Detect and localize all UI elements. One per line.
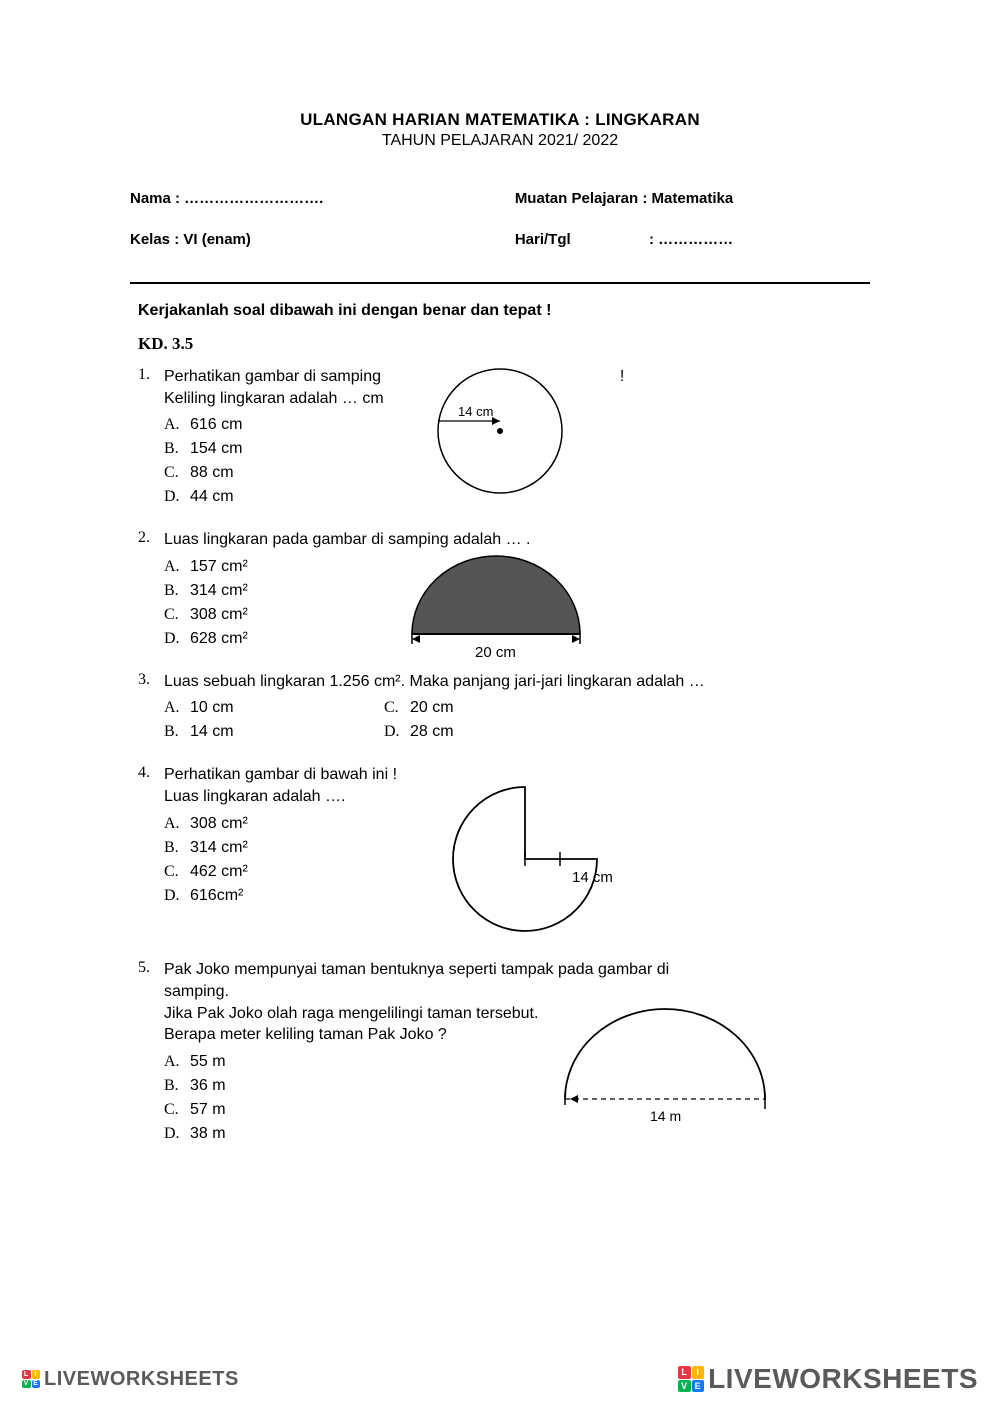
q4-num: 4. <box>138 764 164 939</box>
q4-text2: Luas lingkaran adalah …. <box>164 788 345 805</box>
header-fields: Nama : ………………………. Kelas : VI (enam) Muat… <box>130 190 870 272</box>
title-block: ULANGAN HARIAN MATEMATIKA : LINGKARAN TA… <box>130 110 870 150</box>
q2-fig-label: 20 cm <box>475 644 516 661</box>
divider <box>130 282 870 284</box>
footer: L I V E LIVEWORKSHEETS L I V E LIVEWORKS… <box>22 1363 978 1395</box>
header-left-col: Nama : ………………………. Kelas : VI (enam) <box>130 190 485 272</box>
q4-text1: Perhatikan gambar di bawah ini ! <box>164 766 397 783</box>
q3-opt-c[interactable]: C.20 cm <box>384 696 604 720</box>
q1-text2: Keliling lingkaran adalah … cm <box>164 390 384 407</box>
q2-text: Luas lingkaran pada gambar di samping ad… <box>164 529 870 551</box>
haritgl-value: : …………… <box>649 231 733 248</box>
question-1: 1. Perhatikan gambar di samping ! Kelili… <box>130 366 870 509</box>
logo-squares-icon: L I V E <box>22 1370 40 1388</box>
circle-icon: 14 cm <box>430 361 570 501</box>
nama-field: Nama : ………………………. <box>130 190 485 207</box>
q2-num: 2. <box>138 529 164 651</box>
muatan-field: Muatan Pelajaran : Matematika <box>515 190 870 207</box>
q5-num: 5. <box>138 959 164 1145</box>
q4-fig-label: 14 cm <box>572 869 613 886</box>
q5-text2: Jika Pak Joko olah raga mengelilingi tam… <box>164 1003 538 1025</box>
q3-body: Luas sebuah lingkaran 1.256 cm². Maka pa… <box>164 671 870 745</box>
q3-opt-b[interactable]: B.14 cm <box>164 720 384 744</box>
halfcircle-outline-icon: 14 m <box>550 999 780 1139</box>
question-5: 5. Pak Joko mempunyai taman bentuknya se… <box>130 959 870 1145</box>
q5-figure: 14 m <box>550 999 780 1144</box>
worksheet-page: ULANGAN HARIAN MATEMATIKA : LINGKARAN TA… <box>0 0 1000 1226</box>
logo-text-small: LIVEWORKSHEETS <box>44 1368 239 1391</box>
logo-text-big: LIVEWORKSHEETS <box>708 1363 978 1395</box>
q1-text-tail: ! <box>620 368 624 385</box>
kelas-field: Kelas : VI (enam) <box>130 231 485 248</box>
q5-fig-label: 14 m <box>650 1108 681 1124</box>
q2-figure: 20 cm <box>400 549 590 674</box>
semicircle-icon: 20 cm <box>400 549 590 669</box>
q5-text3: Berapa meter keliling taman Pak Joko ? <box>164 1026 447 1043</box>
haritgl-label: Hari/Tgl <box>515 231 645 248</box>
q4-figure: 14 cm <box>440 774 650 949</box>
instruction: Kerjakanlah soal dibawah ini dengan bena… <box>130 302 870 320</box>
q3-text: Luas sebuah lingkaran 1.256 cm². Maka pa… <box>164 671 724 693</box>
threequarter-circle-icon: 14 cm <box>440 774 650 944</box>
logo-squares-icon-big: L I V E <box>678 1366 704 1392</box>
q5-text1: Pak Joko mempunyai taman bentuknya seper… <box>164 961 669 1000</box>
q3-options: A.10 cm C.20 cm B.14 cm D.28 cm <box>164 696 870 744</box>
q1-fig-label: 14 cm <box>458 404 493 419</box>
q3-opt-d[interactable]: D.28 cm <box>384 720 604 744</box>
q3-opt-a[interactable]: A.10 cm <box>164 696 384 720</box>
q1-text1: Perhatikan gambar di samping <box>164 368 381 385</box>
title-line2: TAHUN PELAJARAN 2021/ 2022 <box>130 132 870 150</box>
kd-label: KD. 3.5 <box>130 334 870 354</box>
title-line1: ULANGAN HARIAN MATEMATIKA : LINGKARAN <box>130 110 870 130</box>
q1-num: 1. <box>138 366 164 509</box>
question-4: 4. Perhatikan gambar di bawah ini ! Luas… <box>130 764 870 939</box>
logo-small: L I V E LIVEWORKSHEETS <box>22 1368 239 1391</box>
q3-num: 3. <box>138 671 164 745</box>
question-3: 3. Luas sebuah lingkaran 1.256 cm². Maka… <box>130 671 870 745</box>
header-right-col: Muatan Pelajaran : Matematika Hari/Tgl :… <box>515 190 870 272</box>
q1-figure: 14 cm <box>430 361 570 506</box>
logo-big: L I V E LIVEWORKSHEETS <box>678 1363 978 1395</box>
question-2: 2. Luas lingkaran pada gambar di samping… <box>130 529 870 651</box>
haritgl-field: Hari/Tgl : …………… <box>515 231 870 248</box>
